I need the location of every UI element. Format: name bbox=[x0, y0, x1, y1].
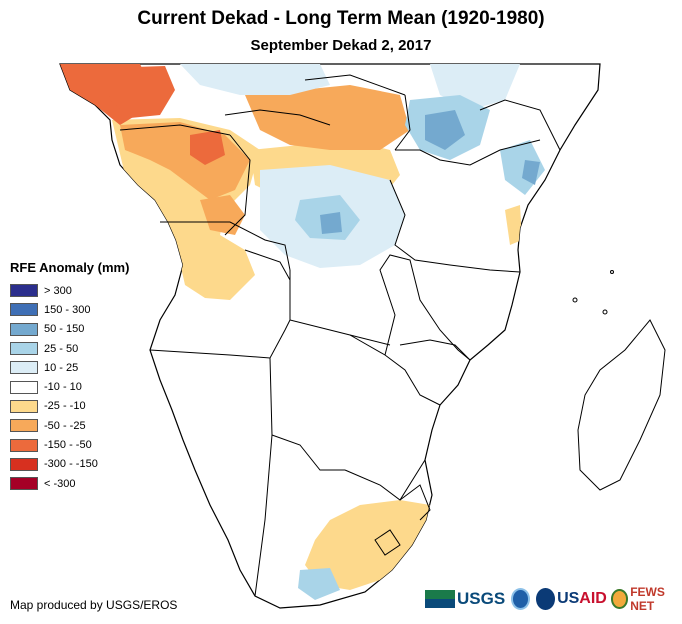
legend-label: -150 - -50 bbox=[44, 439, 92, 452]
anomaly-area-wetter bbox=[522, 160, 540, 185]
anomaly-area-dry bbox=[505, 205, 522, 245]
legend-swatch bbox=[10, 477, 38, 491]
legend-item: -300 - -150 bbox=[10, 455, 129, 474]
legend-swatch bbox=[10, 457, 38, 471]
legend-swatch bbox=[10, 438, 38, 452]
legend-swatch bbox=[10, 303, 38, 317]
usaid-logo: USAID bbox=[557, 590, 607, 608]
usgs-mark-icon bbox=[425, 590, 455, 608]
legend-title: RFE Anomaly (mm) bbox=[10, 260, 130, 275]
fews-net-mark-icon bbox=[610, 589, 629, 609]
legend-label: > 300 bbox=[44, 284, 72, 297]
fews-net-text: FEWS NET bbox=[630, 585, 665, 613]
anomaly-area-drier bbox=[245, 85, 410, 150]
legend-swatch bbox=[10, 419, 38, 433]
map-title: Current Dekad - Long Term Mean (1920-198… bbox=[137, 8, 545, 29]
anomaly-area-slightly-wet bbox=[180, 64, 330, 95]
anomaly-area-driest bbox=[190, 130, 225, 165]
legend: RFE Anomaly (mm) > 300 150 - 300 50 - 150 2… bbox=[10, 260, 129, 493]
usaid-text-a: US bbox=[557, 590, 580, 607]
legend-label: 150 - 300 bbox=[44, 303, 91, 316]
anomaly-area-wet bbox=[298, 568, 340, 600]
legend-item: -150 - -50 bbox=[10, 435, 129, 454]
legend-item: -50 - -25 bbox=[10, 416, 129, 435]
legend-label: 50 - 150 bbox=[44, 323, 85, 336]
legend-label: -300 - -150 bbox=[44, 458, 98, 471]
island bbox=[572, 297, 578, 303]
legend-label: -10 - 10 bbox=[44, 381, 82, 394]
legend-item: 25 - 50 bbox=[10, 339, 129, 358]
noaa-logo-icon bbox=[511, 588, 531, 610]
legend-swatch bbox=[10, 399, 38, 413]
island bbox=[610, 270, 614, 274]
fews-net-logo: FEWS NET bbox=[610, 585, 682, 613]
legend-item: < -300 bbox=[10, 474, 129, 493]
legend-label: -25 - -10 bbox=[44, 400, 86, 413]
legend-swatch bbox=[10, 380, 38, 394]
anomaly-area-drier bbox=[200, 195, 245, 235]
island bbox=[602, 309, 608, 315]
usgs-text: USGS bbox=[457, 589, 506, 608]
legend-label: < -300 bbox=[44, 477, 76, 490]
usaid-seal-icon bbox=[536, 588, 556, 610]
anomaly-area-driest bbox=[105, 66, 175, 118]
country-borders bbox=[119, 74, 561, 597]
logo-strip: USGS USAID FEWS NET bbox=[425, 585, 682, 613]
legend-item: > 300 bbox=[10, 281, 129, 300]
usaid-text-b: AID bbox=[579, 590, 607, 607]
legend-item: 10 - 25 bbox=[10, 358, 129, 377]
legend-label: 10 - 25 bbox=[44, 361, 79, 374]
legend-swatch bbox=[10, 322, 38, 336]
legend-item: 50 - 150 bbox=[10, 320, 129, 339]
legend-item: -10 - 10 bbox=[10, 377, 129, 396]
anomaly-area-wetter bbox=[320, 212, 342, 234]
legend-label: 25 - 50 bbox=[44, 342, 79, 355]
legend-swatch bbox=[10, 342, 38, 356]
legend-rows: > 300 150 - 300 50 - 150 25 - 50 10 - 25 -10 … bbox=[10, 281, 129, 493]
usgs-logo: USGS bbox=[425, 589, 505, 609]
legend-swatch bbox=[10, 361, 38, 375]
legend-swatch bbox=[10, 284, 38, 298]
legend-item: 150 - 300 bbox=[10, 300, 129, 319]
credit-text: Map produced by USGS/EROS bbox=[10, 598, 178, 612]
map-subtitle: September Dekad 2, 2017 bbox=[250, 37, 432, 54]
madagascar bbox=[577, 319, 666, 491]
legend-label: -50 - -25 bbox=[44, 419, 86, 432]
anomaly-area-wetter bbox=[425, 110, 465, 150]
legend-item: -25 - -10 bbox=[10, 397, 129, 416]
